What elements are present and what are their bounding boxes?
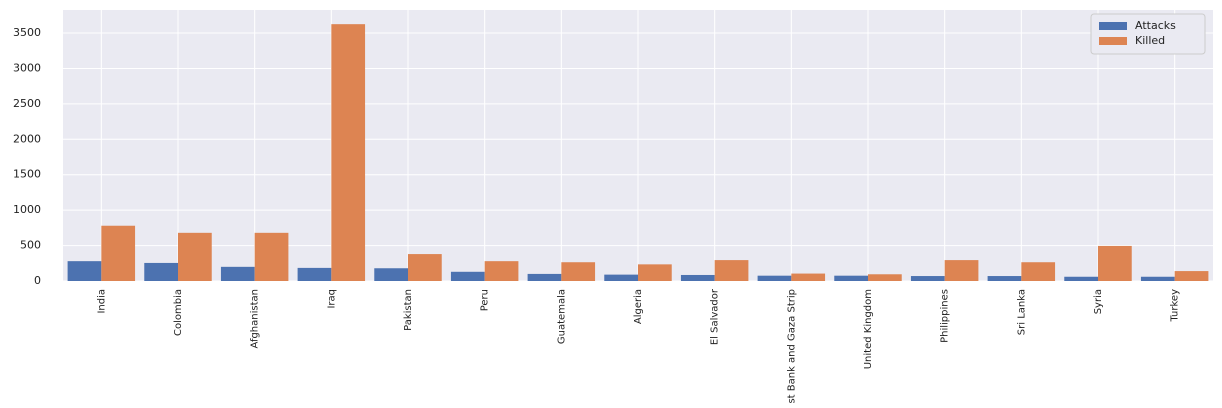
bar bbox=[220, 266, 255, 281]
bar bbox=[868, 274, 902, 281]
x-tick-label: Philippines bbox=[940, 289, 951, 343]
y-tick-label: 3000 bbox=[13, 61, 41, 74]
bar bbox=[714, 260, 749, 281]
bar bbox=[527, 273, 562, 281]
y-tick-label: 3500 bbox=[13, 26, 41, 39]
x-tick-label: West Bank and Gaza Strip bbox=[786, 289, 797, 404]
y-tick-label: 500 bbox=[20, 239, 41, 252]
bar bbox=[1098, 245, 1132, 281]
y-tick-label: 2500 bbox=[13, 97, 41, 110]
y-tick-label: 0 bbox=[34, 274, 41, 287]
bar bbox=[680, 274, 715, 281]
legend-label: Attacks bbox=[1135, 19, 1176, 32]
bar bbox=[1021, 262, 1056, 281]
x-tick-label: United Kingdom bbox=[863, 289, 874, 369]
legend: Attacks Killed bbox=[1090, 13, 1206, 55]
bar bbox=[374, 268, 408, 281]
x-tick-label: Afghanistan bbox=[250, 289, 261, 349]
x-tick-label: Peru bbox=[480, 289, 491, 311]
bar bbox=[944, 260, 979, 281]
bar bbox=[450, 271, 485, 281]
x-tick-label: Algeria bbox=[633, 289, 644, 324]
bar bbox=[1140, 276, 1175, 281]
bar bbox=[144, 262, 178, 281]
bar bbox=[178, 232, 212, 281]
bar bbox=[834, 275, 868, 281]
legend-label: Killed bbox=[1135, 34, 1165, 47]
bar bbox=[67, 261, 102, 281]
bar bbox=[1064, 276, 1098, 281]
x-tick-label: Iraq bbox=[326, 289, 337, 309]
x-tick-label: Turkey bbox=[1170, 289, 1181, 323]
y-tick-label: 1000 bbox=[13, 203, 41, 216]
legend-swatch bbox=[1099, 22, 1127, 30]
bar bbox=[331, 24, 366, 282]
bar bbox=[254, 232, 289, 281]
bar bbox=[604, 274, 638, 281]
x-tick-label: Sri Lanka bbox=[1016, 289, 1027, 335]
x-tick-label: India bbox=[96, 289, 107, 314]
x-tick-label: Guatemala bbox=[556, 289, 567, 344]
bar bbox=[297, 267, 332, 281]
legend-swatch bbox=[1099, 37, 1127, 45]
x-tick-label: Pakistan bbox=[403, 289, 414, 331]
x-tick-label: El Salvador bbox=[710, 288, 721, 345]
bar bbox=[791, 273, 826, 281]
y-tick-label: 1500 bbox=[13, 168, 41, 181]
bar bbox=[484, 261, 519, 281]
y-tick-label: 2000 bbox=[13, 132, 41, 145]
bar bbox=[561, 262, 596, 281]
bar bbox=[638, 264, 672, 281]
bar bbox=[408, 254, 442, 281]
bar bbox=[987, 276, 1022, 281]
bar bbox=[910, 276, 945, 281]
x-tick-label: Syria bbox=[1093, 289, 1104, 314]
bar bbox=[757, 275, 792, 281]
x-tick-label: Colombia bbox=[173, 289, 184, 336]
bar bbox=[101, 225, 136, 281]
bar bbox=[1174, 271, 1209, 281]
